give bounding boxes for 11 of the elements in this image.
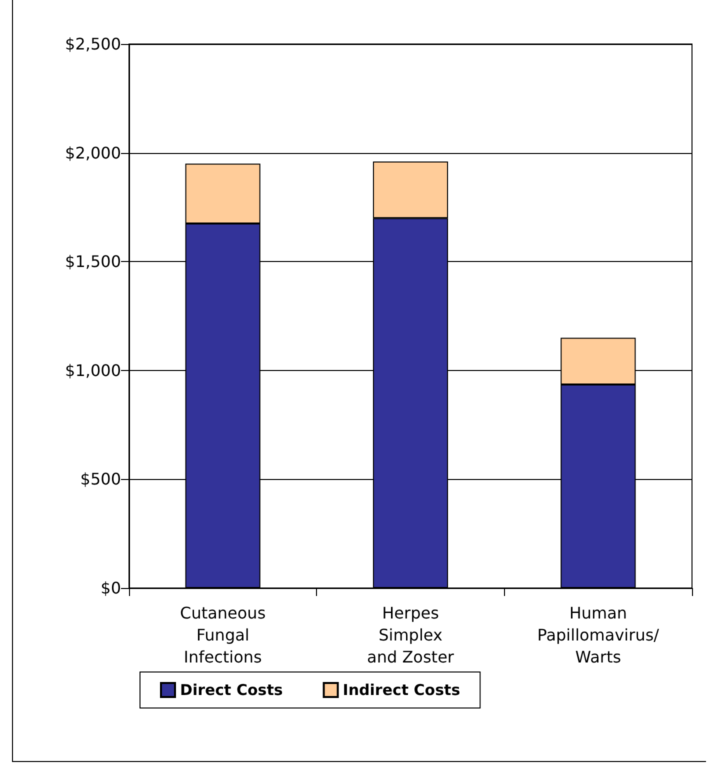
x-tick-label: Cutaneous Fungal Infections — [180, 604, 266, 666]
y-tick-label: $2,500 — [65, 34, 121, 54]
x-tick-label: Herpes Simplex and Zoster — [367, 604, 454, 666]
legend-label: Indirect Costs — [342, 681, 460, 699]
y-tick-label: $500 — [80, 470, 121, 489]
y-tick-label: $0 — [100, 578, 121, 598]
legend-label: Direct Costs — [180, 681, 283, 699]
x-tick-label: Human Papillomavirus/ Warts — [537, 604, 660, 666]
y-tick-label: $1,000 — [65, 360, 121, 380]
y-tick-label: $2,000 — [65, 143, 121, 162]
y-tick-label: $1,500 — [65, 252, 121, 272]
